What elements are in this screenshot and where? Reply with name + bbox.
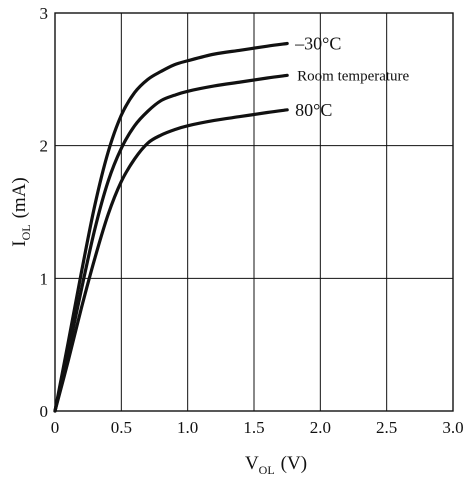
y-axis-label: IOL(mA) bbox=[9, 177, 33, 246]
y-tick-label: 1 bbox=[40, 269, 49, 288]
series-label-room-temperature: Room temperature bbox=[297, 68, 409, 84]
x-tick-label: 1.5 bbox=[243, 418, 264, 437]
y-tick-labels: 0 1 2 3 bbox=[40, 4, 49, 421]
x-tick-label: 0.5 bbox=[111, 418, 132, 437]
x-tick-label: 2.0 bbox=[310, 418, 331, 437]
series-label-minus-30c: –30°C bbox=[294, 34, 341, 54]
series-line-minus-30c bbox=[53, 41, 289, 413]
x-tick-labels: 0 0.5 1.0 1.5 2.0 2.5 3.0 bbox=[51, 418, 464, 437]
x-tick-label: 2.5 bbox=[376, 418, 397, 437]
y-tick-label: 2 bbox=[40, 137, 49, 156]
y-tick-label: 3 bbox=[40, 4, 49, 23]
x-tick-label: 0 bbox=[51, 418, 60, 437]
x-tick-label: 3.0 bbox=[442, 418, 463, 437]
series-labels: –30°C Room temperature 80°C bbox=[294, 34, 409, 120]
series-line-room-temperature bbox=[53, 73, 289, 413]
series-label-80c: 80°C bbox=[295, 100, 332, 120]
data-series bbox=[53, 41, 289, 413]
plot-frame bbox=[54, 12, 454, 412]
x-axis-label: VOL (V) bbox=[245, 453, 307, 477]
series-line-80c bbox=[53, 108, 289, 413]
y-tick-label: 0 bbox=[40, 402, 49, 421]
x-tick-label: 1.0 bbox=[177, 418, 198, 437]
